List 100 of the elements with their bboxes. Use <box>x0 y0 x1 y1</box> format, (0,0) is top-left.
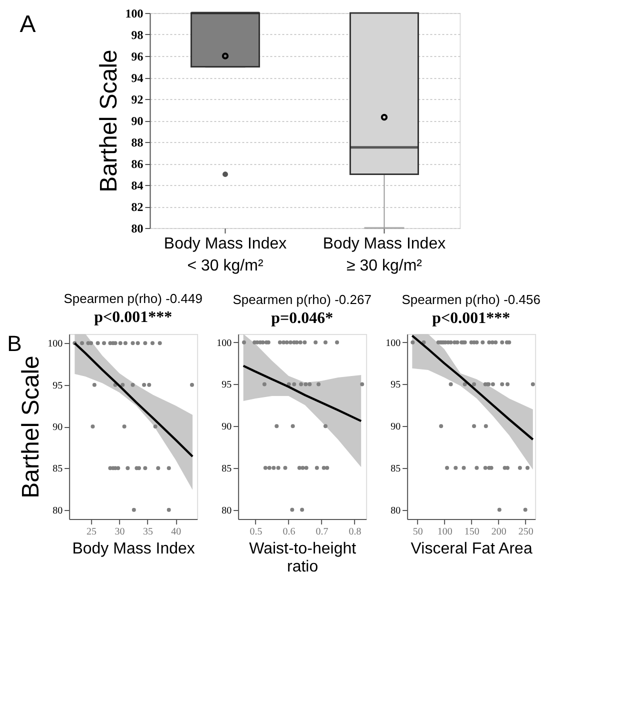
y-tick-label: 90 <box>222 422 232 433</box>
point <box>190 382 194 387</box>
point <box>267 466 272 470</box>
point <box>156 466 160 470</box>
point <box>472 382 476 386</box>
point <box>410 340 415 344</box>
point <box>284 340 289 344</box>
point <box>132 508 136 512</box>
point <box>272 466 276 470</box>
point <box>445 466 450 470</box>
point <box>484 424 488 428</box>
point <box>483 466 488 470</box>
point <box>298 340 302 344</box>
point <box>166 466 171 470</box>
text: A <box>20 11 36 38</box>
line-series <box>74 342 194 458</box>
y-tick-label: 80 <box>52 505 63 516</box>
y-tick-label: 84 <box>131 178 144 192</box>
y-axis-title: Barthel Scale <box>18 356 45 498</box>
point <box>335 340 340 344</box>
point <box>92 382 96 387</box>
x-tick-label: 100 <box>437 526 452 538</box>
point <box>360 382 364 386</box>
point <box>299 382 304 386</box>
y-tick-label: 90 <box>52 422 63 433</box>
chart-subtitle: p=0.046* <box>271 310 334 327</box>
point <box>462 466 466 470</box>
point <box>96 341 100 346</box>
y-tick-label: 86 <box>131 157 144 171</box>
point <box>282 340 286 344</box>
point <box>304 382 308 386</box>
y-tick-label: 90 <box>390 422 401 433</box>
point <box>276 466 280 470</box>
point <box>278 340 282 344</box>
point <box>322 466 326 470</box>
point <box>490 340 494 344</box>
point <box>500 382 504 386</box>
point <box>497 508 502 512</box>
point <box>494 340 498 344</box>
point <box>283 466 288 470</box>
point <box>518 466 522 470</box>
x-tick-label: 35 <box>142 526 153 538</box>
point <box>480 340 485 344</box>
x-tick-label: 50 <box>412 526 423 538</box>
point <box>448 340 453 344</box>
point <box>130 341 135 346</box>
x-tick-label: 25 <box>86 526 97 538</box>
y-tick-label: 80 <box>131 222 144 236</box>
x-axis-title: Waist-to-height ratio <box>249 540 357 576</box>
point <box>462 382 467 386</box>
y-tick-label: 95 <box>222 380 232 391</box>
point <box>490 382 495 386</box>
point <box>126 466 130 470</box>
point <box>454 466 458 470</box>
point <box>288 340 293 344</box>
point <box>263 466 268 470</box>
point <box>472 424 476 428</box>
point <box>262 382 266 386</box>
y-tick-label: 85 <box>390 463 401 474</box>
point <box>455 340 460 344</box>
y-tick-label: 85 <box>52 464 63 475</box>
x-tick-label: 0.6 <box>282 526 296 538</box>
y-tick-label: 98 <box>131 28 144 42</box>
point <box>142 382 146 387</box>
x-tick-label: 0.5 <box>250 526 262 538</box>
x-tick-label: 0.7 <box>316 526 328 538</box>
point <box>308 382 312 386</box>
point <box>292 382 296 386</box>
x-tick-label: 0.8 <box>348 526 362 538</box>
x-axis-title: Body Mass Index <box>72 540 195 558</box>
point <box>294 340 299 344</box>
y-tick-label: 82 <box>131 200 144 214</box>
point <box>314 340 318 344</box>
point <box>323 340 328 344</box>
point <box>487 340 492 344</box>
chart-subtitle: p<0.001*** <box>94 309 172 326</box>
point <box>158 341 162 346</box>
point <box>474 340 479 344</box>
x-tick-label: 30 <box>114 526 125 538</box>
x-tick-label: 150 <box>464 526 480 538</box>
point <box>526 466 530 470</box>
line-series <box>242 364 362 422</box>
point <box>297 466 302 470</box>
point <box>316 382 321 386</box>
point <box>286 382 291 386</box>
point <box>122 424 126 428</box>
y-tick-label: 95 <box>390 380 401 391</box>
x-axis-title: Visceral Fat Area <box>410 540 532 558</box>
y-tick-label: 100 <box>48 338 63 350</box>
text: B <box>7 331 22 356</box>
point <box>242 340 246 344</box>
point <box>102 341 106 346</box>
point <box>448 382 453 386</box>
chart-title: Spearmen p(rho) -0.456 <box>402 292 540 307</box>
point <box>150 341 155 346</box>
chart-subtitle: p<0.001*** <box>432 310 510 327</box>
y-tick-label: 100 <box>125 6 144 20</box>
x-tick-label: 200 <box>491 526 506 538</box>
point <box>530 382 535 386</box>
point <box>290 508 294 512</box>
